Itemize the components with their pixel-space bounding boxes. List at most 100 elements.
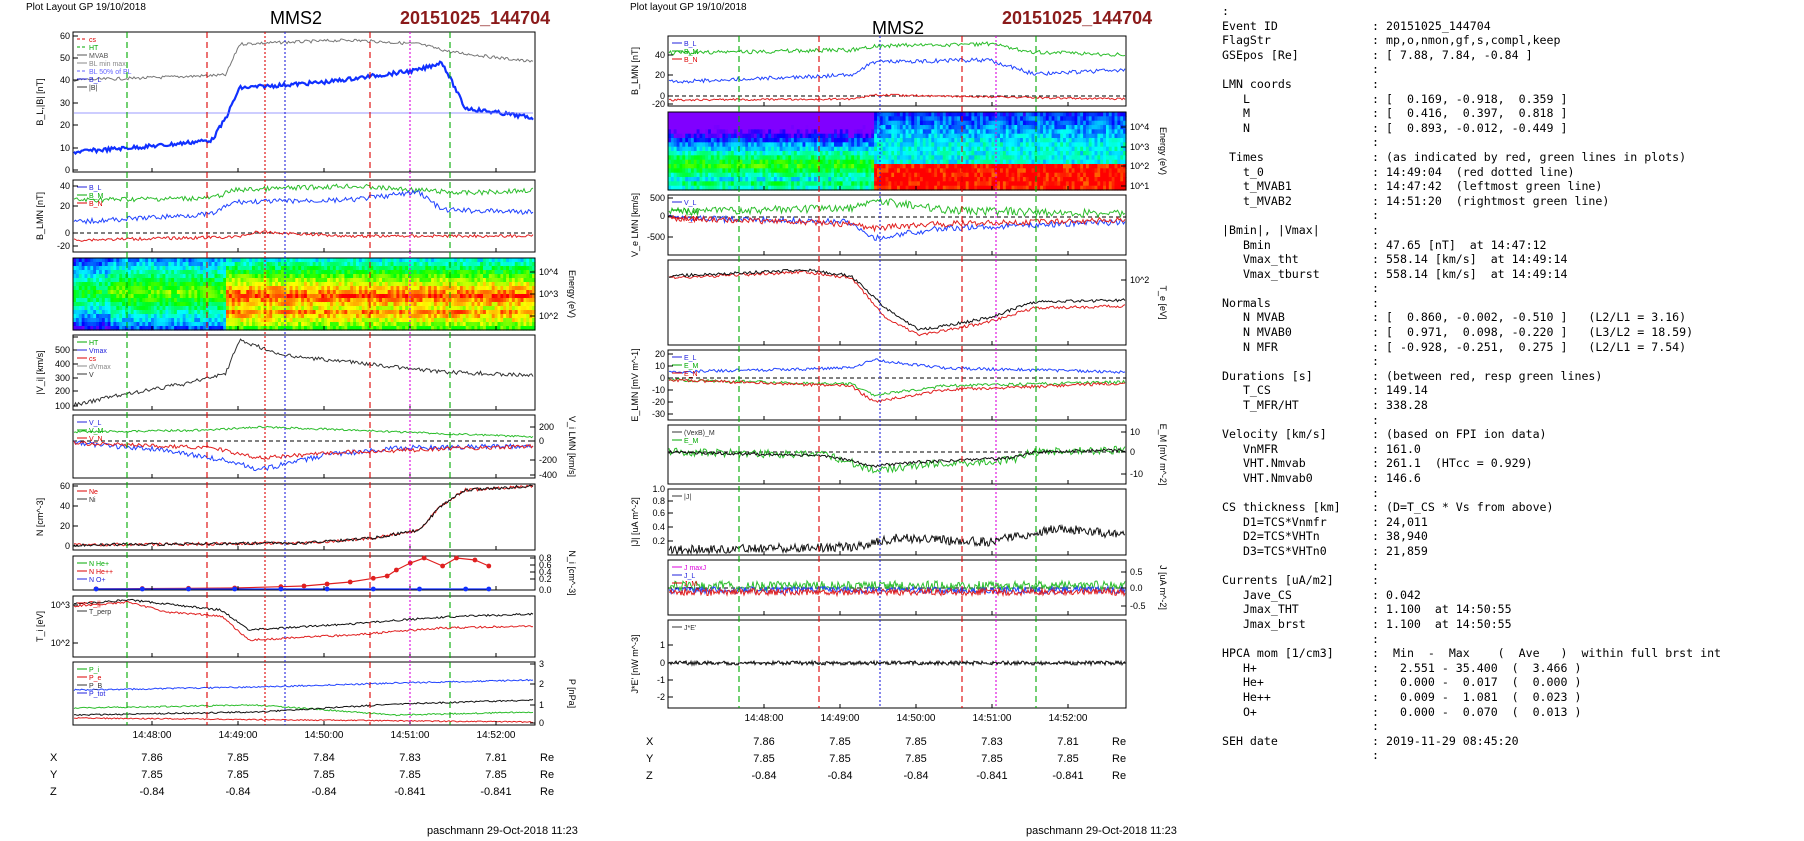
spectrogram-cell (254, 322, 259, 327)
spectrogram-cell (894, 168, 898, 174)
spectrogram-cell (289, 314, 294, 319)
spectrogram-cell (882, 164, 887, 169)
spectrogram-cell (413, 262, 418, 267)
spectrogram-cell (705, 168, 709, 174)
spectrogram-cell (693, 116, 698, 122)
spectrogram-cell (84, 294, 88, 299)
spectrogram-cell (416, 294, 421, 299)
spectrogram-cell (382, 266, 386, 271)
spectrogram-cell (309, 266, 314, 271)
spectrogram-cell (931, 133, 935, 139)
spectrogram-cell (402, 262, 406, 267)
spectrogram-cell (748, 181, 752, 187)
spectrogram-cell (682, 120, 686, 126)
spectrogram-cell (796, 125, 801, 130)
spectrogram-cell (148, 322, 152, 327)
spectrogram-cell (110, 306, 114, 311)
spectrogram-cell (156, 306, 161, 311)
spectrogram-cell (162, 302, 166, 307)
spectrogram-cell (793, 112, 798, 117)
spectrogram-cell (292, 298, 296, 303)
spectrogram-cell (497, 298, 501, 303)
spectrogram-cell (335, 310, 340, 315)
spectrogram-cell (782, 120, 786, 126)
spectrogram-cell (931, 138, 935, 143)
spectrogram-cell (99, 258, 103, 263)
spectrogram-cell (745, 116, 749, 122)
spectrogram-cell (931, 164, 935, 169)
spectrogram-cell (488, 310, 493, 315)
spectrogram-cell (799, 129, 804, 135)
spectrogram-cell (269, 274, 273, 279)
spectrogram-cell (269, 310, 273, 315)
spectrogram-cell (367, 270, 371, 275)
spectrogram-cell (529, 302, 533, 307)
mid-event-title: 20151025_144704 (1002, 8, 1153, 28)
spectrogram-cell (327, 326, 331, 331)
spectrogram-cell (785, 151, 789, 156)
spectrogram-cell (768, 177, 772, 182)
spectrogram-cell (387, 282, 392, 287)
spectrogram-cell (925, 185, 930, 191)
spectrogram-cell (708, 151, 712, 156)
spectrogram-cell (831, 116, 835, 122)
spectrogram-cell (254, 274, 259, 279)
spectrogram-cell (814, 155, 818, 161)
spectrogram-cell (87, 298, 91, 303)
spectrogram-cell (480, 282, 484, 287)
spectrogram-cell (99, 298, 103, 303)
spectrogram-cell (702, 172, 706, 178)
spectrogram-cell (688, 112, 692, 117)
spectrogram-cell (269, 318, 273, 323)
spectrogram-cell (722, 112, 726, 117)
spectrogram-cell (511, 266, 516, 271)
spectrogram-cell (182, 258, 187, 263)
spectrogram-cell (939, 181, 944, 187)
spectrogram-cell (410, 298, 415, 303)
spectrogram-cell (292, 286, 296, 291)
spectrogram-cell (894, 155, 898, 161)
spectrogram-cell (506, 302, 510, 307)
spectrogram-cell (396, 326, 400, 331)
spectrogram-cell (425, 318, 429, 323)
spectrogram-cell (376, 314, 380, 319)
spectrogram-cell (942, 185, 947, 191)
spectrogram-cell (119, 302, 123, 307)
spectrogram-cell (888, 172, 892, 178)
spectrogram-cell (338, 278, 343, 283)
spectrogram-cell (139, 318, 143, 323)
spectrogram-cell (882, 185, 887, 191)
spectrogram-cell (699, 155, 703, 161)
spectrogram-cell (275, 258, 279, 263)
spectrogram-cell (387, 310, 392, 315)
spectrogram-cell (728, 181, 732, 187)
spectrogram-cell (745, 164, 749, 169)
spectrogram-cell (753, 155, 758, 161)
y-tick-label: 0 (539, 436, 544, 446)
spectrogram-cell (419, 282, 423, 287)
spectrogram-cell (125, 258, 129, 263)
spectrogram-cell (84, 318, 88, 323)
spectrogram-cell (119, 310, 123, 315)
spectrogram-cell (808, 177, 812, 182)
spectrogram-cell (188, 270, 192, 275)
spectrogram-cell (327, 274, 331, 279)
spectrogram-cell (318, 318, 322, 323)
spectrogram-cell (387, 266, 392, 271)
spectrogram-cell (119, 258, 123, 263)
spectrogram-cell (171, 270, 175, 275)
spectrogram-cell (776, 129, 781, 135)
spectrogram-cell (272, 298, 276, 303)
spectrogram-cell (859, 151, 864, 156)
spectrogram-cell (84, 274, 88, 279)
spectrogram-cell (182, 310, 187, 315)
spectrogram-cell (819, 177, 824, 182)
coord-label: X (50, 752, 58, 764)
spectrogram-cell (228, 294, 233, 299)
spectrogram-cell (902, 151, 907, 156)
spectrogram-cell (442, 258, 447, 263)
spectrogram-cell (751, 151, 755, 156)
spectrogram-cell (292, 266, 296, 271)
spectrogram-cell (93, 294, 97, 299)
spectrogram-cell (338, 314, 343, 319)
